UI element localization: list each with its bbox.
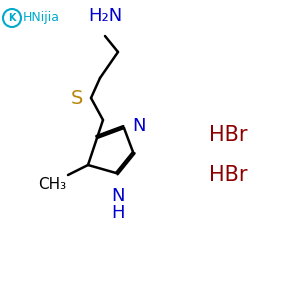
Text: H₂N: H₂N <box>88 7 122 25</box>
Text: N
H: N H <box>111 187 125 222</box>
Text: CH₃: CH₃ <box>38 177 66 192</box>
Text: N: N <box>132 117 146 135</box>
Text: HNijia: HNijia <box>23 11 60 25</box>
Text: HBr: HBr <box>209 125 247 145</box>
Text: S: S <box>70 88 83 107</box>
Text: K: K <box>8 13 16 23</box>
Text: HBr: HBr <box>209 165 247 185</box>
